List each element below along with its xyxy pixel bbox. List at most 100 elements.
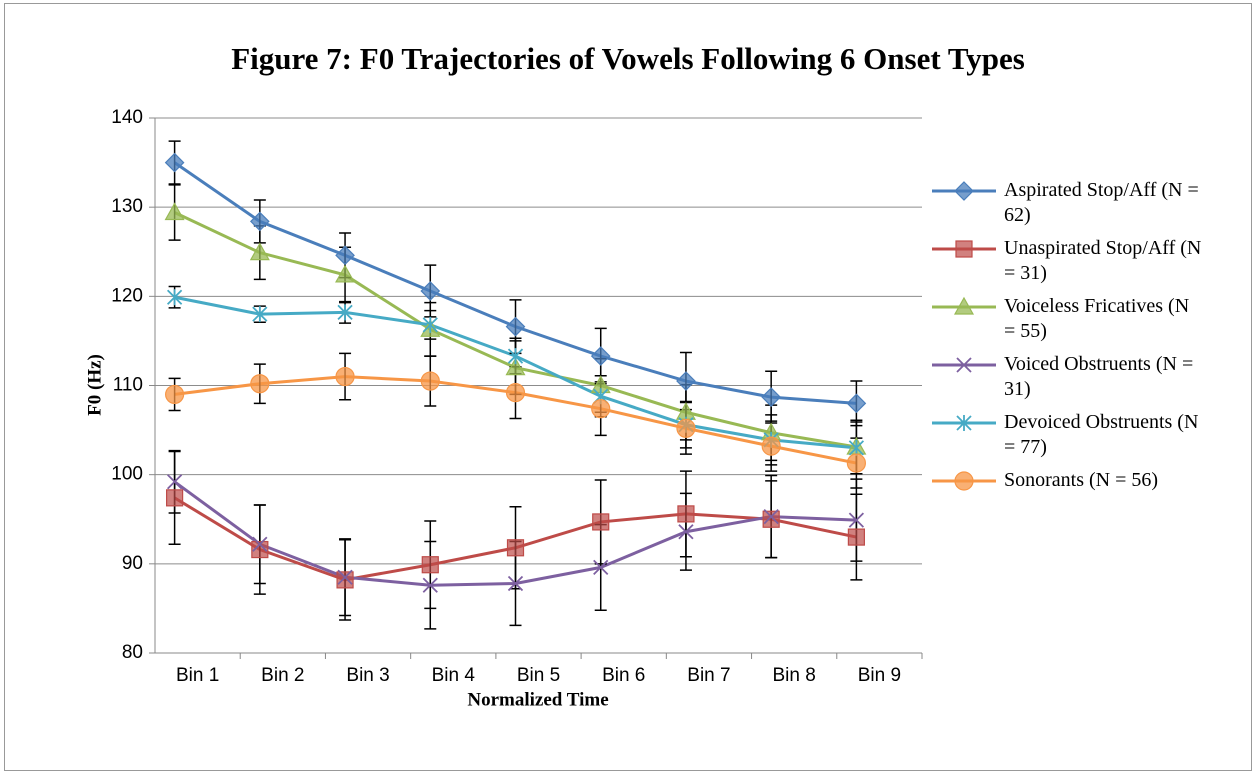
marker [335, 264, 356, 283]
y-tick-label: 120 [111, 285, 143, 306]
marker-shape [954, 181, 974, 201]
marker [678, 524, 694, 540]
legend-swatch [932, 296, 996, 315]
marker-shape [252, 536, 268, 552]
marker-shape [677, 505, 695, 523]
x-axis-label: Normalized Time [467, 689, 608, 710]
legend-swatch [932, 240, 996, 258]
y-tick-label: 90 [122, 553, 143, 574]
marker [165, 384, 185, 405]
marker-shape [164, 202, 185, 221]
marker-shape [590, 346, 611, 366]
marker-shape [507, 348, 524, 365]
legend-label: Aspirated Stop/Aff (N = 62) [1004, 179, 1199, 226]
marker [591, 399, 611, 419]
marker-shape [762, 510, 780, 528]
x-tick-label: Bin 5 [517, 665, 560, 686]
marker [676, 371, 696, 391]
marker-shape [956, 415, 972, 431]
marker [593, 559, 609, 576]
marker [507, 575, 524, 592]
marker-shape [593, 559, 609, 576]
marker-shape [166, 474, 183, 490]
marker [337, 304, 353, 321]
x-tick-label: Bin 4 [432, 665, 476, 686]
marker [421, 556, 439, 574]
legend-entry: Voiceless Fricatives (N = 55) [928, 294, 1248, 344]
marker [249, 211, 270, 232]
marker [762, 510, 780, 528]
marker [506, 539, 525, 557]
marker [956, 357, 972, 373]
marker-shape [164, 152, 185, 173]
marker-shape [420, 281, 441, 301]
marker-shape [761, 387, 782, 407]
marker-shape [848, 512, 865, 528]
y-tick-label: 140 [111, 107, 143, 128]
marker [590, 346, 611, 366]
marker-shape [505, 357, 526, 376]
x-tick-label: Bin 8 [773, 665, 816, 686]
marker [166, 489, 184, 507]
marker [846, 393, 867, 414]
marker-shape [337, 569, 353, 585]
marker-shape [251, 540, 269, 559]
marker [507, 348, 524, 365]
marker-shape [335, 245, 355, 266]
legend-label: Devoiced Obstruents (N = 77) [1004, 411, 1199, 458]
legend-label: Unaspirated Stop/Aff (N = 31) [1004, 237, 1202, 284]
marker-shape [166, 289, 183, 306]
legend-swatch [932, 471, 996, 491]
marker [336, 571, 354, 589]
x-tick-label: Bin 3 [346, 665, 389, 686]
marker [337, 569, 353, 585]
marker [335, 366, 355, 387]
marker-shape [956, 357, 972, 373]
legend-entry: Sonorants (N = 56) [928, 468, 1248, 494]
marker [420, 371, 440, 391]
marker-shape [422, 316, 438, 333]
marker [420, 281, 441, 301]
marker [164, 202, 185, 221]
marker [422, 316, 438, 333]
marker-shape [420, 371, 440, 391]
marker [848, 439, 865, 456]
legend-entry: Voiced Obstruents (N = 31) [928, 352, 1248, 402]
y-tick-label: 110 [113, 375, 143, 396]
marker [848, 512, 865, 528]
marker [956, 415, 972, 431]
marker-shape [955, 240, 973, 258]
marker-shape [505, 316, 526, 337]
marker-shape [249, 242, 270, 261]
marker-shape [506, 539, 525, 557]
marker [763, 508, 779, 525]
chart-frame [4, 3, 1252, 771]
y-tick-label: 80 [122, 642, 143, 663]
marker-shape [422, 577, 438, 593]
marker [505, 357, 526, 376]
marker [166, 474, 183, 490]
legend-label: Voiceless Fricatives (N = 55) [1004, 295, 1190, 342]
marker [335, 245, 355, 266]
marker-shape [421, 556, 439, 574]
y-axis-label: F0 (Hz) [84, 354, 105, 416]
marker [676, 418, 696, 438]
marker [847, 528, 865, 546]
legend-swatch [932, 357, 996, 373]
marker [505, 316, 526, 337]
legend-swatch [932, 415, 996, 431]
marker-shape [250, 374, 270, 394]
x-tick-label: Bin 1 [176, 665, 219, 686]
marker-shape [592, 513, 610, 531]
marker-shape [507, 575, 524, 592]
marker [164, 152, 185, 173]
marker-shape [676, 371, 696, 391]
legend-entry: Aspirated Stop/Aff (N = 62) [928, 178, 1248, 228]
chart-title: Figure 7: F0 Trajectories of Vowels Foll… [231, 41, 1025, 76]
legend-label: Voiced Obstruents (N = 31) [1004, 353, 1194, 400]
marker [249, 242, 270, 261]
marker [846, 453, 866, 473]
marker [954, 471, 974, 491]
marker-shape [678, 524, 694, 540]
